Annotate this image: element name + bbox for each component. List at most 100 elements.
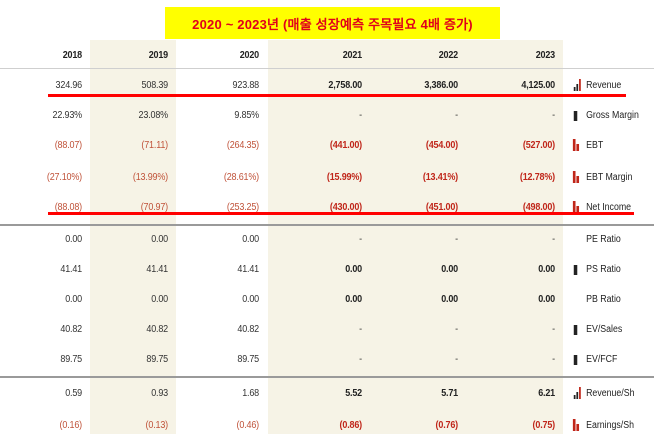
- value-cell: (0.13): [145, 419, 169, 431]
- value-cell: -: [552, 233, 555, 245]
- value-cell: -: [552, 109, 555, 121]
- row-label: PS Ratio: [572, 254, 621, 284]
- row-label-text: Earnings/Sh: [586, 419, 635, 431]
- value-cell: (264.35): [226, 139, 259, 151]
- value-cell: (454.00): [425, 139, 458, 151]
- header-divider: [0, 68, 654, 69]
- table-row: 0.00 0.00 0.00 0.00 0.00 0.00 PB Ratio: [0, 284, 654, 314]
- table-row: (88.07) (71.11) (264.35) (441.00) (454.00) (5…: [0, 130, 654, 160]
- value-cell: 3,386.00: [424, 79, 458, 91]
- value-cell: 2,758.00: [328, 79, 362, 91]
- row-label-text: EBT Margin: [586, 171, 633, 183]
- value-cell: -: [455, 233, 458, 245]
- row-label: EBT: [572, 130, 603, 160]
- value-cell: 0.00: [345, 263, 362, 275]
- value-cell: 508.39: [141, 79, 169, 91]
- row-label: Revenue/Sh: [572, 378, 635, 408]
- ev-fcf-bar-icon: [572, 352, 583, 366]
- table-row: 41.41 41.41 41.41 0.00 0.00 0.00 PS Ratio: [0, 254, 654, 284]
- value-cell: (71.11): [141, 139, 168, 151]
- table-row: 0.59 0.93 1.68 5.52 5.71 6.21 Revenue/Sh: [0, 378, 654, 408]
- row-label-text: EV/Sales: [586, 323, 623, 335]
- value-cell: (88.07): [54, 139, 82, 151]
- section-divider: [0, 376, 654, 378]
- year-header-row: 2018 2019 2020 2021 2022 2023: [0, 40, 654, 70]
- value-cell: 5.52: [345, 387, 362, 399]
- year-header-2019: 2019: [148, 49, 168, 61]
- value-cell: (0.16): [59, 419, 83, 431]
- row-label: Earnings/Sh: [572, 410, 634, 440]
- value-cell: 4,125.00: [521, 79, 555, 91]
- table-row: (88.08) (70.97) (253.25) (430.00) (451.00) (4…: [0, 192, 654, 222]
- value-cell: 41.41: [60, 263, 82, 275]
- value-cell: -: [359, 109, 362, 121]
- value-cell: -: [552, 323, 555, 335]
- value-cell: 0.93: [151, 387, 168, 399]
- table-row: 89.75 89.75 89.75 - - - EV/FCF: [0, 344, 654, 374]
- value-cell: -: [359, 233, 362, 245]
- value-cell: 0.00: [242, 293, 259, 305]
- value-cell: -: [359, 323, 362, 335]
- row-label: EBT Margin: [572, 162, 632, 192]
- value-cell: 6.21: [538, 387, 555, 399]
- value-cell: (70.97): [140, 201, 168, 213]
- value-cell: (88.08): [54, 201, 82, 213]
- table-row: (0.16) (0.13) (0.46) (0.86) (0.76) (0.75) Earn…: [0, 410, 654, 440]
- value-cell: (12.78%): [519, 171, 555, 183]
- value-cell: (498.00): [522, 201, 555, 213]
- table-row: 0.00 0.00 0.00 - - - PE Ratio: [0, 224, 654, 254]
- value-cell: 0.00: [538, 293, 555, 305]
- value-cell: 0.00: [538, 263, 555, 275]
- value-cell: (527.00): [522, 139, 555, 151]
- value-cell: 22.93%: [52, 109, 83, 121]
- value-cell: (451.00): [425, 201, 458, 213]
- value-cell: -: [359, 353, 362, 365]
- value-cell: (15.99%): [326, 171, 362, 183]
- row-label: EV/FCF: [572, 344, 617, 374]
- table-row: (27.10%) (13.99%) (28.61%) (15.99%) (13.41%)…: [0, 162, 654, 192]
- value-cell: (253.25): [226, 201, 259, 213]
- value-cell: -: [455, 323, 458, 335]
- value-cell: 0.00: [151, 233, 168, 245]
- row-label: PB Ratio: [572, 284, 621, 314]
- row-label: EV/Sales: [572, 314, 622, 344]
- value-cell: 0.59: [65, 387, 82, 399]
- revenue-underline: [48, 94, 626, 97]
- row-label-text: PB Ratio: [586, 293, 621, 305]
- year-header-2023: 2023: [535, 49, 555, 61]
- earnings-sh-red-bar-icon: [572, 418, 583, 432]
- ebt-red-bar-icon: [572, 138, 583, 152]
- row-label-text: EV/FCF: [586, 353, 618, 365]
- row-label: PE Ratio: [572, 224, 621, 254]
- row-label: Gross Margin: [572, 100, 639, 130]
- row-label-text: Gross Margin: [586, 109, 639, 121]
- year-header-2022: 2022: [438, 49, 458, 61]
- highlight-column-2019: [90, 40, 176, 434]
- ps-ratio-bar-icon: [572, 262, 583, 276]
- value-cell: 1.68: [242, 387, 259, 399]
- row-label-text: Revenue/Sh: [586, 387, 635, 399]
- ev-sales-bar-icon: [572, 322, 583, 336]
- table-row: 324.96 508.39 923.88 2,758.00 3,386.00 4,125.…: [0, 70, 654, 100]
- revenue-sh-bars-icon: [572, 386, 583, 400]
- value-cell: 89.75: [146, 353, 168, 365]
- gross-margin-bar-icon: [572, 108, 583, 122]
- net-income-red-bar-icon: [572, 200, 583, 214]
- value-cell: -: [455, 109, 458, 121]
- value-cell: -: [455, 353, 458, 365]
- value-cell: (0.75): [532, 419, 556, 431]
- row-label: Net Income: [572, 192, 631, 222]
- value-cell: (13.41%): [422, 171, 458, 183]
- table-row: 40.82 40.82 40.82 - - - EV/Sales: [0, 314, 654, 344]
- value-cell: (0.86): [339, 419, 363, 431]
- revenue-bars-icon: [572, 78, 583, 92]
- row-label-text: EBT: [586, 139, 604, 151]
- value-cell: 23.08%: [138, 109, 169, 121]
- value-cell: 40.82: [237, 323, 259, 335]
- value-cell: 0.00: [65, 293, 82, 305]
- net-income-underline: [48, 212, 634, 215]
- ebt-margin-red-bar-icon: [572, 170, 583, 184]
- year-header-2020: 2020: [239, 49, 259, 61]
- value-cell: 40.82: [146, 323, 168, 335]
- value-cell: (430.00): [329, 201, 362, 213]
